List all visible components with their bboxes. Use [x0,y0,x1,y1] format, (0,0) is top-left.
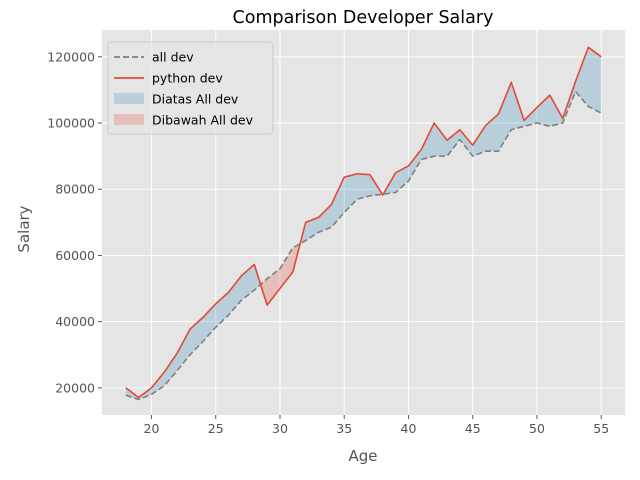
fill-area-above-all-dev [395,165,409,193]
x-tick-label: 40 [401,421,417,436]
legend-diatas-swatch [114,93,144,104]
legend-dibawah-swatch [114,114,144,125]
legend-dibawah-label: Dibawah All dev [152,113,254,128]
fill-area-above-all-dev [421,123,435,160]
fill-area-above-all-dev [228,275,242,316]
fill-area-above-all-dev [549,95,563,127]
legend-all-dev-label: all dev [152,50,194,65]
y-tick-label: 120000 [47,49,95,64]
python-dev-line [125,46,602,399]
y-tick-label: 20000 [55,380,95,395]
x-tick-label: 20 [144,421,160,436]
fill-area-below-all-dev [279,247,293,289]
fill-area-above-all-dev [459,129,473,157]
y-axis-label: Salary [15,205,33,252]
fill-between-areas [125,47,602,400]
fill-area-above-all-dev [151,372,165,395]
fill-area-above-all-dev [331,177,345,228]
fill-area-above-all-dev [202,303,216,342]
fill-area-above-all-dev [305,217,319,241]
all-dev-line [125,90,602,401]
y-tick-label: 40000 [55,314,95,329]
fill-area-above-all-dev [434,123,448,157]
legend-diatas-label: Diatas All dev [152,92,239,107]
y-tick-label: 80000 [55,182,95,197]
y-axis-ticks: 20000 40000 60000 80000 100000 120000 [47,49,102,395]
fill-area-above-all-dev [318,204,332,233]
x-tick-label: 45 [465,421,481,436]
x-axis-ticks: 20 25 30 35 40 45 50 55 [144,415,609,436]
x-tick-label: 30 [272,421,288,436]
series-lines [125,46,602,401]
y-tick-label: 60000 [55,248,95,263]
fill-area-above-all-dev [164,353,178,386]
y-tick-label: 100000 [47,116,95,131]
chart-title: Comparison Developer Salary [233,8,494,28]
legend-box [107,41,274,135]
fill-area-above-all-dev [472,125,486,157]
fill-area-above-all-dev [344,173,358,213]
x-axis-label: Age [348,447,377,465]
fill-area-above-all-dev [408,149,422,181]
fill-area-above-all-dev [357,173,370,200]
grid-lines [102,30,625,415]
fill-area-above-all-dev [524,107,537,127]
fill-area-below-all-dev [267,268,280,306]
fill-area-above-all-dev [498,82,512,152]
x-tick-label: 55 [593,421,609,436]
legend-python-dev-label: python dev [152,71,223,86]
fill-area-above-all-dev [447,129,460,157]
x-tick-label: 50 [529,421,545,436]
x-tick-label: 35 [336,421,352,436]
x-tick-label: 25 [208,421,224,436]
legend: all dev python dev Diatas All dev Dibawa… [107,41,274,135]
fill-area-above-all-dev [588,47,602,114]
fill-area-above-all-dev [575,47,589,107]
fill-area-above-all-dev [536,95,550,127]
fill-area-above-all-dev [177,329,191,371]
